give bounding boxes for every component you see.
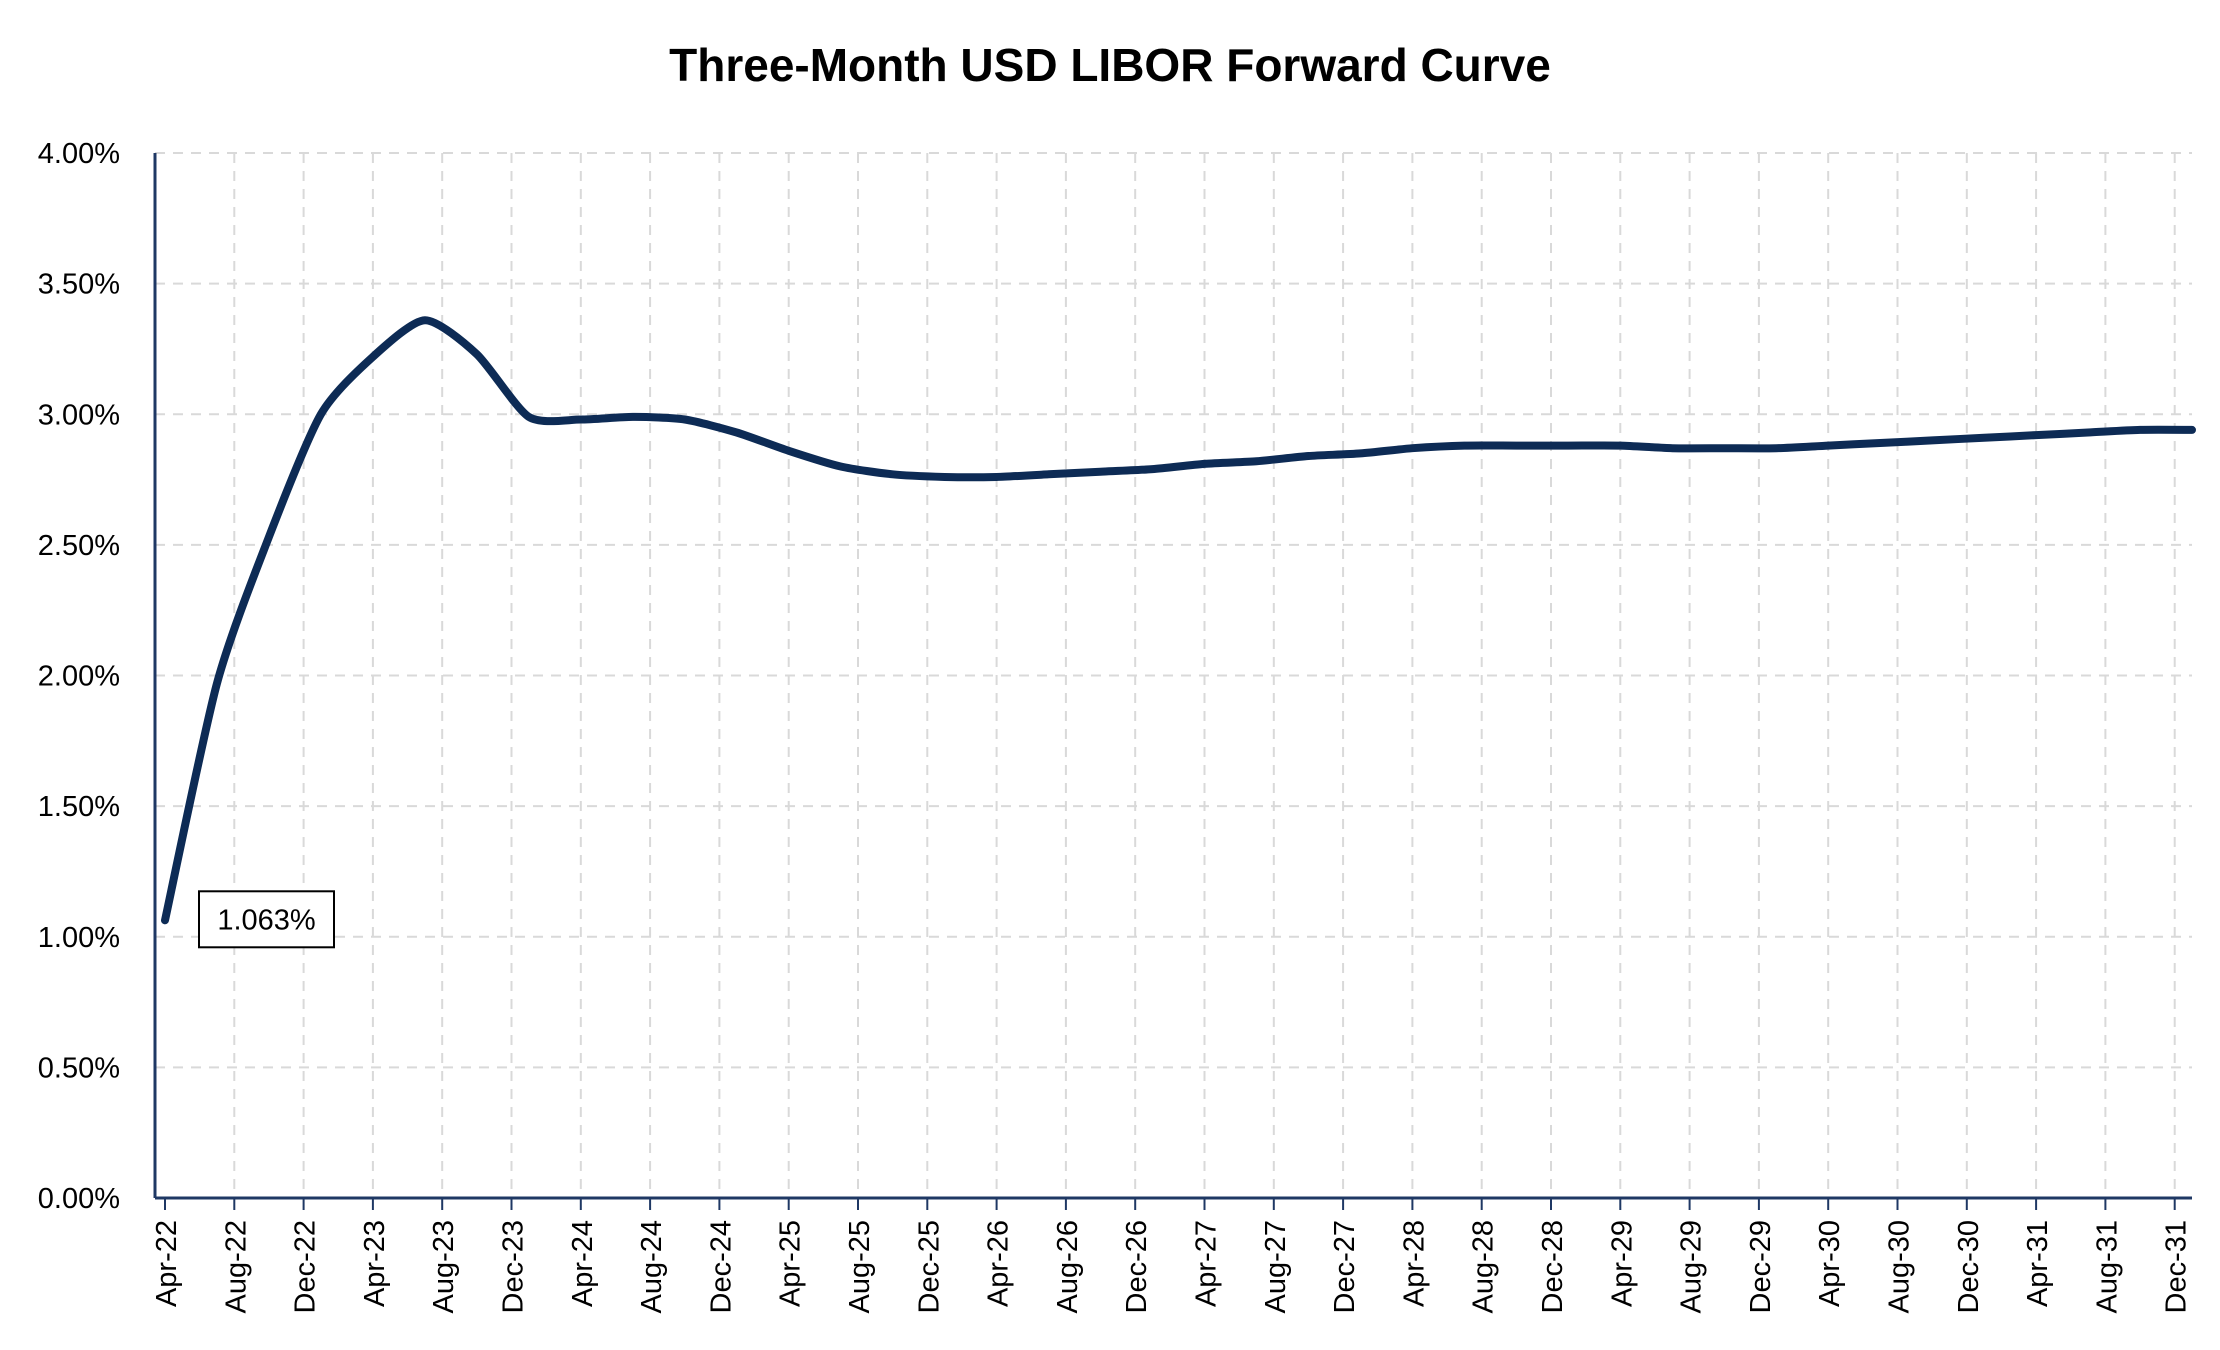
x-tick-label: Apr-23 [359, 1220, 391, 1307]
x-tick-label: Aug-30 [1884, 1220, 1916, 1314]
data-point [684, 419, 685, 420]
x-tick-label: Aug-24 [636, 1220, 668, 1314]
data-point [372, 356, 373, 357]
chart-title: Three-Month USD LIBOR Forward Curve [669, 39, 1551, 91]
x-tick-label: Aug-31 [2091, 1220, 2123, 1314]
data-point [1464, 445, 1465, 446]
annotations: 1.063% [198, 890, 335, 949]
data-point [2192, 429, 2193, 430]
y-tick-label: 1.50% [38, 791, 120, 823]
x-tick-label: Aug-25 [844, 1220, 876, 1314]
data-point [476, 354, 477, 355]
data-point [1672, 448, 1673, 449]
data-point [1620, 445, 1621, 446]
data-label: 1.063% [198, 890, 335, 949]
x-tick-label: Aug-27 [1260, 1220, 1292, 1314]
data-label-box [198, 890, 335, 949]
x-tick-label: Apr-26 [983, 1220, 1015, 1307]
x-tick-label: Dec-27 [1329, 1220, 1361, 1314]
data-point [580, 419, 581, 420]
x-tick-label: Dec-24 [705, 1220, 737, 1314]
data-point [1360, 453, 1361, 454]
series-line-0 [161, 316, 2196, 925]
y-tick-label: 0.00% [38, 1183, 120, 1215]
data-point [1828, 445, 1829, 446]
data-point [2140, 429, 2141, 430]
data-point [1100, 471, 1101, 472]
y-axis-tick-labels: 0.00% 0.50% 1.00% 1.50% 2.00% 2.50% 3.00% 3.50%… [38, 138, 120, 1215]
data-point [165, 920, 166, 921]
y-tick-label: 4.00% [38, 138, 120, 170]
data-point [1308, 456, 1309, 457]
data-point [1984, 437, 1985, 438]
data-point [1568, 445, 1569, 446]
data-point [1516, 445, 1517, 446]
gridlines [155, 152, 2192, 1198]
data-point [1048, 474, 1049, 475]
x-tick-label: Apr-28 [1398, 1220, 1430, 1307]
x-tick-label: Aug-29 [1676, 1220, 1708, 1314]
x-tick-label: Apr-29 [1606, 1220, 1638, 1307]
x-tick-label: Apr-22 [151, 1220, 183, 1307]
y-tick-label: 3.00% [38, 399, 120, 431]
x-tick-label: Dec-31 [2161, 1220, 2193, 1314]
axes [153, 153, 2192, 1210]
data-point [788, 450, 789, 451]
x-tick-label: Apr-24 [567, 1220, 599, 1307]
data-point [1776, 448, 1777, 449]
data-point [1256, 461, 1257, 462]
data-point [2036, 435, 2037, 436]
x-tick-label: Apr-30 [1814, 1220, 1846, 1307]
y-tick-label: 2.00% [38, 661, 120, 693]
y-tick-label: 1.00% [38, 922, 120, 954]
data-point [528, 416, 529, 417]
x-tick-label: Aug-23 [428, 1220, 460, 1314]
data-point [736, 432, 737, 433]
x-tick-label: Aug-22 [220, 1220, 252, 1314]
data-label-text: 1.063% [217, 904, 315, 936]
x-tick-label: Apr-31 [2022, 1220, 2054, 1307]
series-layer [161, 316, 2196, 925]
x-tick-label: Dec-29 [1745, 1220, 1777, 1314]
data-point [892, 474, 893, 475]
data-point [320, 414, 321, 415]
x-tick-label: Dec-23 [498, 1220, 530, 1314]
data-point [840, 466, 841, 467]
x-tick-label: Dec-25 [913, 1220, 945, 1314]
data-point [217, 683, 218, 684]
x-tick-label: Aug-28 [1468, 1220, 1500, 1314]
y-tick-label: 3.50% [38, 269, 120, 301]
x-axis-tick-labels: Apr-22 Aug-22 Dec-22 Apr-23 Aug-23 Dec-23 Apr-… [151, 1220, 2193, 1314]
data-point [1724, 448, 1725, 449]
data-point [268, 537, 269, 538]
data-point [1204, 463, 1205, 464]
x-tick-label: Dec-26 [1121, 1220, 1153, 1314]
data-point [944, 477, 945, 478]
data-point [1412, 448, 1413, 449]
y-tick-label: 0.50% [38, 1052, 120, 1084]
x-tick-label: Apr-25 [775, 1220, 807, 1307]
data-point [424, 320, 425, 321]
data-point [1932, 440, 1933, 441]
data-point [2088, 432, 2089, 433]
x-tick-label: Dec-30 [1953, 1220, 1985, 1314]
x-tick-label: Apr-27 [1191, 1220, 1223, 1307]
x-tick-label: Dec-28 [1537, 1220, 1569, 1314]
x-tick-label: Aug-26 [1052, 1220, 1084, 1314]
data-point [1152, 469, 1153, 470]
x-tick-label: Dec-22 [290, 1220, 322, 1314]
data-point [632, 416, 633, 417]
data-point [996, 477, 997, 478]
y-tick-label: 2.50% [38, 530, 120, 562]
data-point [1880, 443, 1881, 444]
